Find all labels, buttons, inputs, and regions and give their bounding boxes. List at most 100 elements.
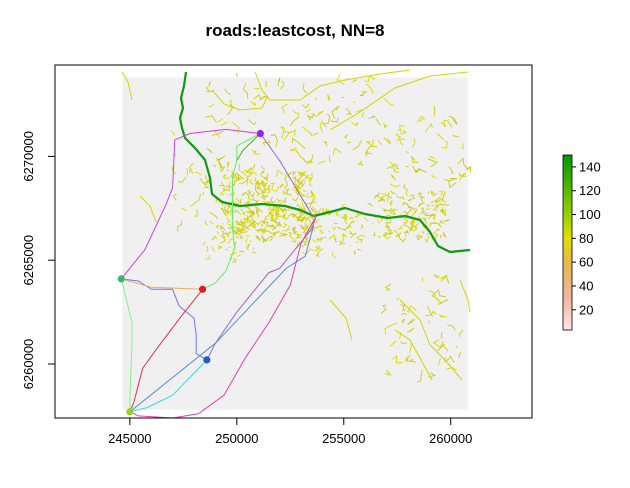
road-segment [234,172,245,180]
road-segment [402,221,409,227]
road-segment [327,94,331,101]
road-segment [438,314,447,319]
road-segment [296,180,299,185]
road-segment [346,224,353,229]
road-segment [440,119,449,128]
road-segment [204,220,208,226]
road-segment [427,213,433,220]
road-segment [442,209,447,215]
chart-title: roads:leastcost, NN=8 [205,21,384,40]
road-segment [188,169,191,173]
road-segment [285,188,289,192]
road-segment [406,150,409,154]
road-segment [406,205,413,215]
road-segment [289,235,295,240]
road-segment [399,299,463,381]
road-segment [342,232,348,238]
y-tick-label: 6270000 [21,131,36,182]
road-segment [267,211,270,217]
road-segment [415,225,418,230]
road-segment [328,230,331,233]
road-segment [323,140,328,147]
road-segment [427,158,438,168]
road-segment [414,167,421,173]
road-segment [270,196,276,204]
road-segment [446,276,450,284]
road-segment [346,108,353,115]
road-segment [365,138,374,147]
road-segment [311,110,324,117]
road-segment [219,227,223,231]
road-segment [386,195,389,202]
road-segment [266,173,269,180]
road-segment [396,233,400,237]
road-segment [308,181,313,186]
road-segment [440,332,443,339]
road-segment [233,209,237,211]
road-segment [261,181,265,185]
road-segment [377,139,383,146]
road-segment [270,211,274,220]
road-segment [378,213,380,216]
road-segment [310,172,313,177]
y-tick-label: 6260000 [21,339,36,390]
road-segment [222,207,227,212]
road-segment [242,83,249,99]
road-segment [242,191,250,200]
road-segment [267,205,271,209]
road-segment [448,166,454,174]
road-segment [311,191,314,194]
road-segment [352,232,356,236]
road-segment [318,160,326,164]
road-segment [424,235,430,244]
road-segment [439,209,444,214]
road-segment [373,194,380,199]
road-segment [303,172,312,181]
road-segment [262,188,267,194]
road-segment [433,222,438,225]
road-segment [452,135,460,138]
road-segment [308,179,312,182]
least-cost-path [120,128,261,280]
road-segment [432,214,436,221]
road-segment [230,191,235,196]
road-segment [408,198,413,202]
road-segment [220,121,228,126]
road-segment [447,121,453,128]
road-segment [363,217,368,222]
road-segment [193,209,199,218]
x-tick-label: 250000 [215,431,258,446]
road-segment [217,245,222,248]
road-segment [251,195,255,199]
road-segment [421,217,427,220]
road-segment [300,233,303,236]
road-segment [269,207,275,216]
road-segment [289,116,300,127]
road-segment [222,231,225,235]
road-segment [205,258,208,260]
road-segment [431,191,435,194]
road-segment [243,216,250,222]
road-segment [394,329,433,381]
road-segment [226,221,230,224]
road-segment [430,222,435,227]
road-segment [292,176,297,179]
road-segment [240,171,247,177]
road-segment [385,231,394,235]
road-segment [296,236,302,239]
road-segment [367,202,373,207]
legend-color-bar [562,154,573,331]
road-segment [295,149,306,161]
road-segment [441,140,448,149]
road-segment [328,234,335,240]
road-segment [234,226,243,231]
road-segment [292,109,300,117]
road-segment [301,179,306,183]
road-segment [292,226,297,232]
road-segment [276,170,284,175]
least-cost-paths [120,128,317,419]
road-segment [384,224,389,228]
road-segment [282,213,287,219]
road-segment [247,167,254,172]
road-segment [189,167,193,174]
